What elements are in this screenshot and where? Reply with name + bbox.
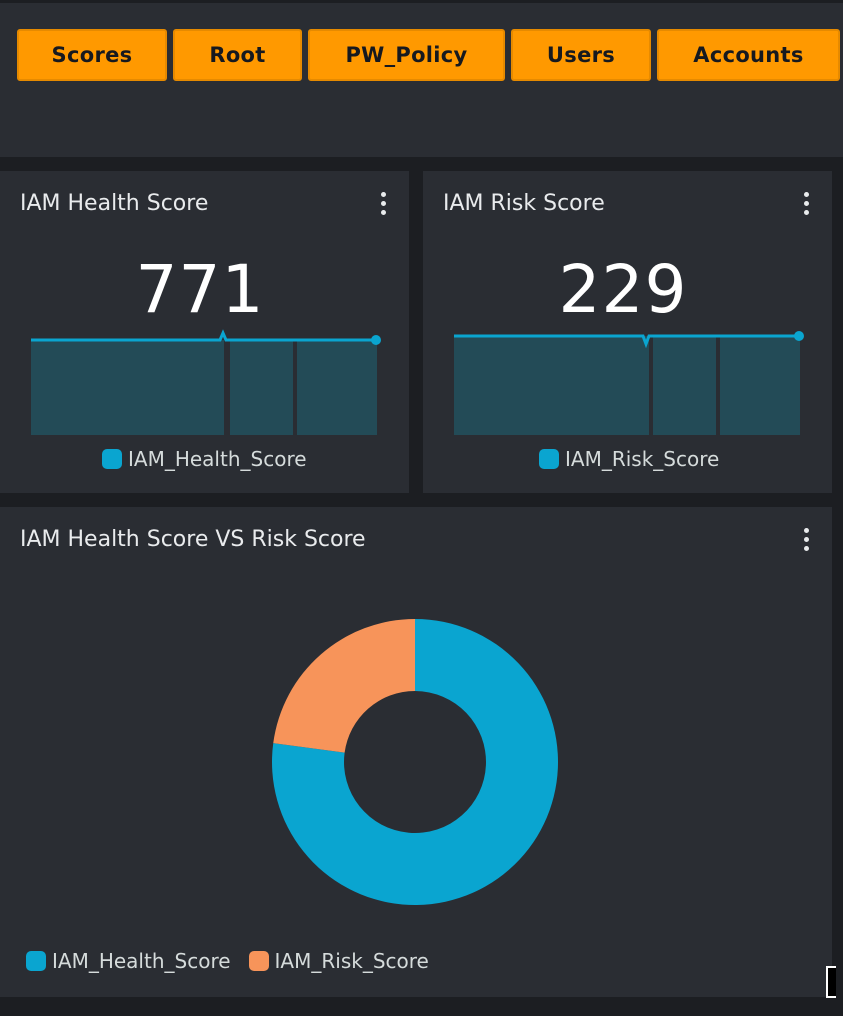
nav-button-pw-policy[interactable]: PW_Policy (308, 29, 505, 81)
kpi-value: 229 (558, 251, 688, 328)
more-vertical-icon[interactable] (796, 526, 816, 556)
legend-item-health[interactable]: IAM_Health_Score (26, 949, 231, 973)
sparkline-end-point (794, 331, 804, 341)
legend-label: IAM_Risk_Score (565, 447, 720, 471)
panel-title: IAM Health Score (20, 191, 209, 216)
donut-chart (272, 619, 559, 905)
legend-swatch (248, 951, 269, 971)
legend-swatch (102, 449, 122, 469)
nav-button-users[interactable]: Users (511, 29, 651, 81)
sparkline-line (31, 329, 377, 342)
donut-slice-health[interactable] (272, 619, 559, 905)
health-sparkline (31, 329, 381, 435)
more-vertical-icon[interactable] (373, 190, 393, 220)
health-score-panel: IAM Health Score 771 IAM_Health_Score (0, 171, 409, 493)
health-vs-risk-panel: IAM Health Score VS Risk Score IAM_Healt… (0, 507, 832, 997)
navigation-bar: Scores Root PW_Policy Users Accounts (0, 3, 843, 157)
sparkline-area-segment (454, 336, 649, 435)
legend-swatch (539, 449, 559, 469)
legend-item[interactable]: IAM_Health_Score (102, 447, 307, 471)
legend-label: IAM_Risk_Score (274, 949, 429, 973)
sparkline-area-segment (31, 340, 224, 435)
donut-slice-risk[interactable] (273, 619, 415, 753)
nav-button-accounts[interactable]: Accounts (657, 29, 840, 81)
nav-button-root[interactable]: Root (173, 29, 302, 81)
legend: IAM_Risk_Score (539, 447, 737, 471)
risk-sparkline (454, 331, 804, 435)
page-bottom-edge (0, 997, 843, 1016)
nav-button-scores[interactable]: Scores (17, 29, 167, 81)
kpi-value: 771 (135, 251, 265, 328)
panel-title: IAM Health Score VS Risk Score (20, 527, 366, 552)
mouse-cursor-icon (826, 966, 836, 998)
sparkline-area-segment (720, 336, 800, 435)
sparkline-line (454, 334, 800, 349)
legend-item-risk[interactable]: IAM_Risk_Score (248, 949, 429, 973)
panel-title: IAM Risk Score (443, 191, 605, 216)
legend-label: IAM_Health_Score (128, 447, 307, 471)
legend: IAM_Health_Score IAM_Risk_Score (26, 949, 447, 973)
legend-item[interactable]: IAM_Risk_Score (539, 447, 719, 471)
sparkline-area-segment (230, 340, 293, 435)
sparkline-end-point (371, 335, 381, 345)
legend: IAM_Health_Score (102, 447, 325, 471)
sparkline-area-segment (297, 340, 377, 435)
legend-swatch (26, 951, 46, 971)
risk-score-panel: IAM Risk Score 229 IAM_Risk_Score (423, 171, 832, 493)
more-vertical-icon[interactable] (796, 190, 816, 220)
legend-label: IAM_Health_Score (52, 949, 231, 973)
sparkline-area-segment (653, 336, 716, 435)
